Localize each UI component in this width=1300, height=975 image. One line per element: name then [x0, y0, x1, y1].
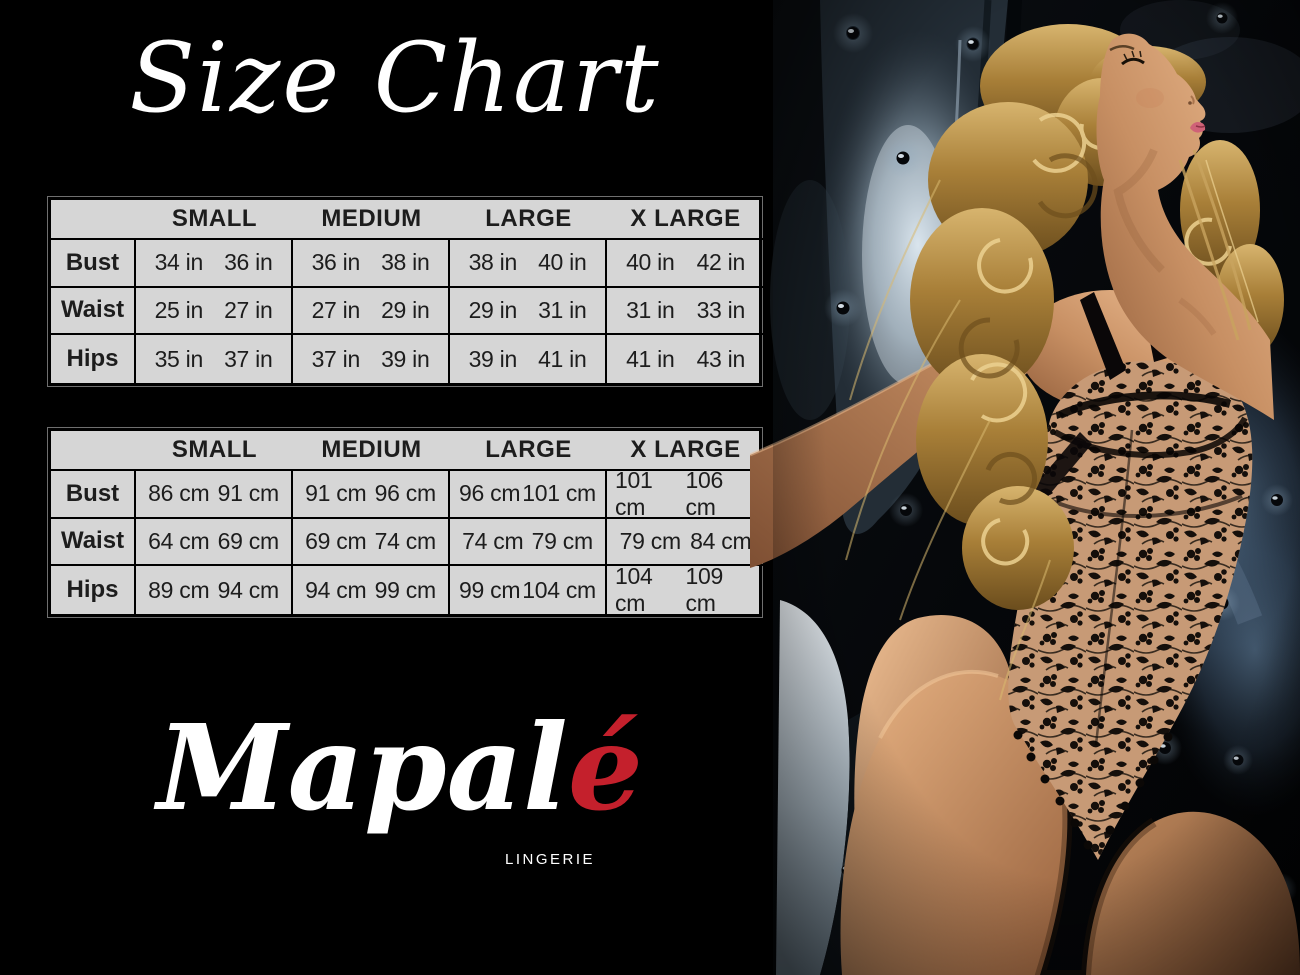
size-value: 41 in — [538, 345, 587, 372]
logo-wordmark: Mapalé — [50, 700, 750, 836]
size-value: 104 cm — [522, 576, 596, 603]
size-value: 38 in — [381, 249, 430, 276]
size-value: 89 cm — [148, 576, 210, 603]
size-value: 29 in — [381, 296, 430, 323]
size-cell: 35 in 37 in — [136, 335, 293, 383]
size-cell: 25 in 27 in — [136, 287, 293, 336]
row-label-waist: Waist — [51, 518, 136, 567]
size-cell: 89 cm 94 cm — [136, 566, 293, 614]
size-value: 27 in — [224, 296, 273, 323]
size-value: 74 cm — [462, 527, 524, 554]
model-photo-illustration — [750, 0, 1300, 975]
size-cell: 37 in 39 in — [293, 335, 450, 383]
size-value: 101 cm — [522, 480, 596, 507]
size-value: 69 cm — [217, 527, 279, 554]
size-cell: 74 cm 79 cm — [450, 518, 607, 567]
size-value: 34 in — [154, 249, 204, 276]
size-value: 109 cm — [685, 566, 724, 614]
size-cell: 38 in 40 in — [450, 240, 607, 288]
row-label-bust: Bust — [51, 240, 136, 288]
size-cell: 31 in 33 in — [607, 288, 764, 336]
row-label-waist: Waist — [51, 287, 136, 336]
size-value: 69 cm — [305, 527, 367, 554]
size-value: 35 in — [154, 345, 204, 372]
size-value: 86 cm — [148, 480, 210, 507]
size-value: 43 in — [696, 345, 746, 372]
size-cell: 101 cm 106 cm — [607, 471, 764, 519]
size-value: 96 cm — [374, 480, 436, 507]
table-header-large: LARGE — [450, 200, 607, 240]
size-value: 79 cm — [531, 527, 593, 554]
size-value: 37 in — [224, 345, 273, 372]
size-cell: 104 cm 109 cm — [607, 566, 764, 614]
size-value: 33 in — [696, 296, 746, 323]
size-cell: 64 cm 69 cm — [136, 518, 293, 567]
size-value: 36 in — [311, 249, 361, 276]
size-value: 74 cm — [374, 527, 436, 554]
table-header-small: SMALL — [136, 200, 293, 240]
size-value: 31 in — [626, 296, 675, 323]
size-value: 99 cm — [374, 576, 436, 603]
size-value: 106 cm — [685, 471, 724, 519]
logo-text-accent: é — [567, 698, 643, 837]
size-value: 40 in — [626, 249, 675, 276]
size-value: 91 cm — [217, 480, 279, 507]
size-cell: 41 in 43 in — [607, 335, 764, 383]
size-value: 41 in — [626, 345, 675, 372]
size-table-inches: SMALL MEDIUM LARGE X LARGE Bust 34 in 36 in 36 … — [48, 197, 764, 386]
size-value: 31 in — [538, 296, 587, 323]
size-value: 36 in — [224, 249, 273, 276]
table-header-x-large: X LARGE — [607, 431, 764, 471]
size-value: 91 cm — [305, 480, 367, 507]
size-cell: 96 cm 101 cm — [450, 471, 607, 519]
size-cell: 39 in 41 in — [450, 335, 607, 383]
size-cell: 86 cm 91 cm — [136, 471, 293, 519]
size-value: 27 in — [311, 296, 361, 323]
size-cell: 79 cm 84 cm — [607, 519, 764, 567]
size-value: 37 in — [311, 345, 361, 372]
size-cell: 91 cm 96 cm — [293, 471, 450, 519]
row-label-hips: Hips — [51, 566, 136, 614]
size-value: 29 in — [468, 296, 518, 323]
size-value: 40 in — [538, 249, 587, 276]
size-value: 38 in — [468, 249, 518, 276]
size-value: 94 cm — [305, 576, 367, 603]
size-cell: 69 cm 74 cm — [293, 518, 450, 567]
size-value: 99 cm — [459, 576, 521, 603]
size-cell: 94 cm 99 cm — [293, 566, 450, 614]
size-value: 101 cm — [615, 471, 653, 519]
row-label-bust: Bust — [51, 471, 136, 519]
size-value: 39 in — [468, 345, 518, 372]
table-header-medium: MEDIUM — [293, 200, 450, 240]
page-title: Size Chart — [129, 22, 661, 134]
size-cell: 99 cm 104 cm — [450, 566, 607, 614]
size-cell: 29 in 31 in — [450, 287, 607, 336]
table-header-large: LARGE — [450, 431, 607, 471]
size-value: 84 cm — [690, 527, 752, 554]
table-corner-cell — [51, 431, 136, 471]
logo-subtitle: LINGERIE — [504, 851, 596, 868]
size-value: 64 cm — [148, 527, 210, 554]
size-cell: 36 in 38 in — [293, 240, 450, 288]
size-value: 94 cm — [217, 576, 279, 603]
size-cell: 34 in 36 in — [136, 240, 293, 288]
table-corner-cell — [51, 200, 136, 240]
size-cell: 40 in 42 in — [607, 240, 764, 288]
table-header-medium: MEDIUM — [293, 431, 450, 471]
table-header-x-large: X LARGE — [607, 200, 764, 240]
row-label-hips: Hips — [51, 335, 136, 383]
size-cell: 27 in 29 in — [293, 287, 450, 336]
table-header-small: SMALL — [136, 431, 293, 471]
size-value: 104 cm — [615, 566, 653, 614]
size-value: 79 cm — [619, 527, 681, 554]
size-value: 42 in — [696, 249, 746, 276]
size-value: 25 in — [154, 296, 204, 323]
size-value: 39 in — [381, 345, 430, 372]
size-table-centimeters: SMALL MEDIUM LARGE X LARGE Bust 86 cm 91 cm 91 … — [48, 428, 764, 617]
logo-text-main: Mapal — [157, 698, 568, 837]
model-photo — [750, 0, 1300, 975]
size-value: 96 cm — [459, 480, 521, 507]
